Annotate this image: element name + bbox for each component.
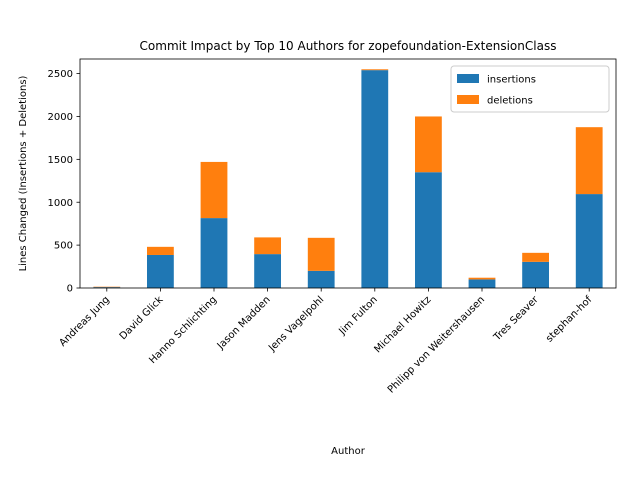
- legend-box: [450, 65, 610, 113]
- bar-insertions-4: [307, 270, 335, 288]
- y-tick-label: 2000: [48, 112, 73, 123]
- legend-label-insertions: insertions: [487, 75, 536, 86]
- bar-deletions-8: [522, 252, 549, 262]
- plot-frame: [79, 58, 617, 289]
- bars-layer: [93, 69, 603, 288]
- bar-deletions-2: [200, 161, 228, 219]
- legend-swatch-deletions: [457, 95, 479, 104]
- bar-deletions-5: [361, 69, 389, 71]
- y-tick-label: 500: [54, 241, 73, 252]
- y-tick-label: 1000: [48, 198, 73, 209]
- bar-insertions-7: [468, 279, 496, 288]
- y-tick-label: 0: [67, 284, 73, 295]
- bar-deletions-9: [575, 127, 603, 195]
- bar-deletions-7: [468, 277, 496, 280]
- chart-title: Commit Impact by Top 10 Authors for zope…: [140, 39, 557, 53]
- y-axis-label: Lines Changed (Insertions + Deletions): [18, 75, 29, 271]
- legend-label-deletions: deletions: [487, 96, 533, 107]
- bar-deletions-4: [307, 237, 335, 271]
- bar-insertions-8: [522, 261, 549, 288]
- bar-insertions-5: [361, 70, 389, 288]
- bar-deletions-6: [415, 116, 442, 173]
- bar-insertions-0: [93, 287, 121, 288]
- bar-insertions-2: [200, 218, 228, 288]
- bar-deletions-3: [254, 237, 281, 255]
- legend-swatch-insertions: [457, 74, 479, 83]
- y-tick-label: 2500: [48, 69, 73, 80]
- x-axis-label: Author: [331, 446, 366, 457]
- bar-insertions-3: [254, 254, 281, 288]
- legend: insertions deletions: [450, 65, 610, 113]
- y-axis: 0 500 1000 1500 2000 2500: [48, 69, 80, 295]
- bar-insertions-9: [575, 194, 603, 288]
- bar-deletions-1: [147, 246, 174, 255]
- bar-insertions-6: [415, 172, 442, 288]
- y-tick-label: 1500: [48, 155, 73, 166]
- bar-insertions-1: [147, 254, 174, 288]
